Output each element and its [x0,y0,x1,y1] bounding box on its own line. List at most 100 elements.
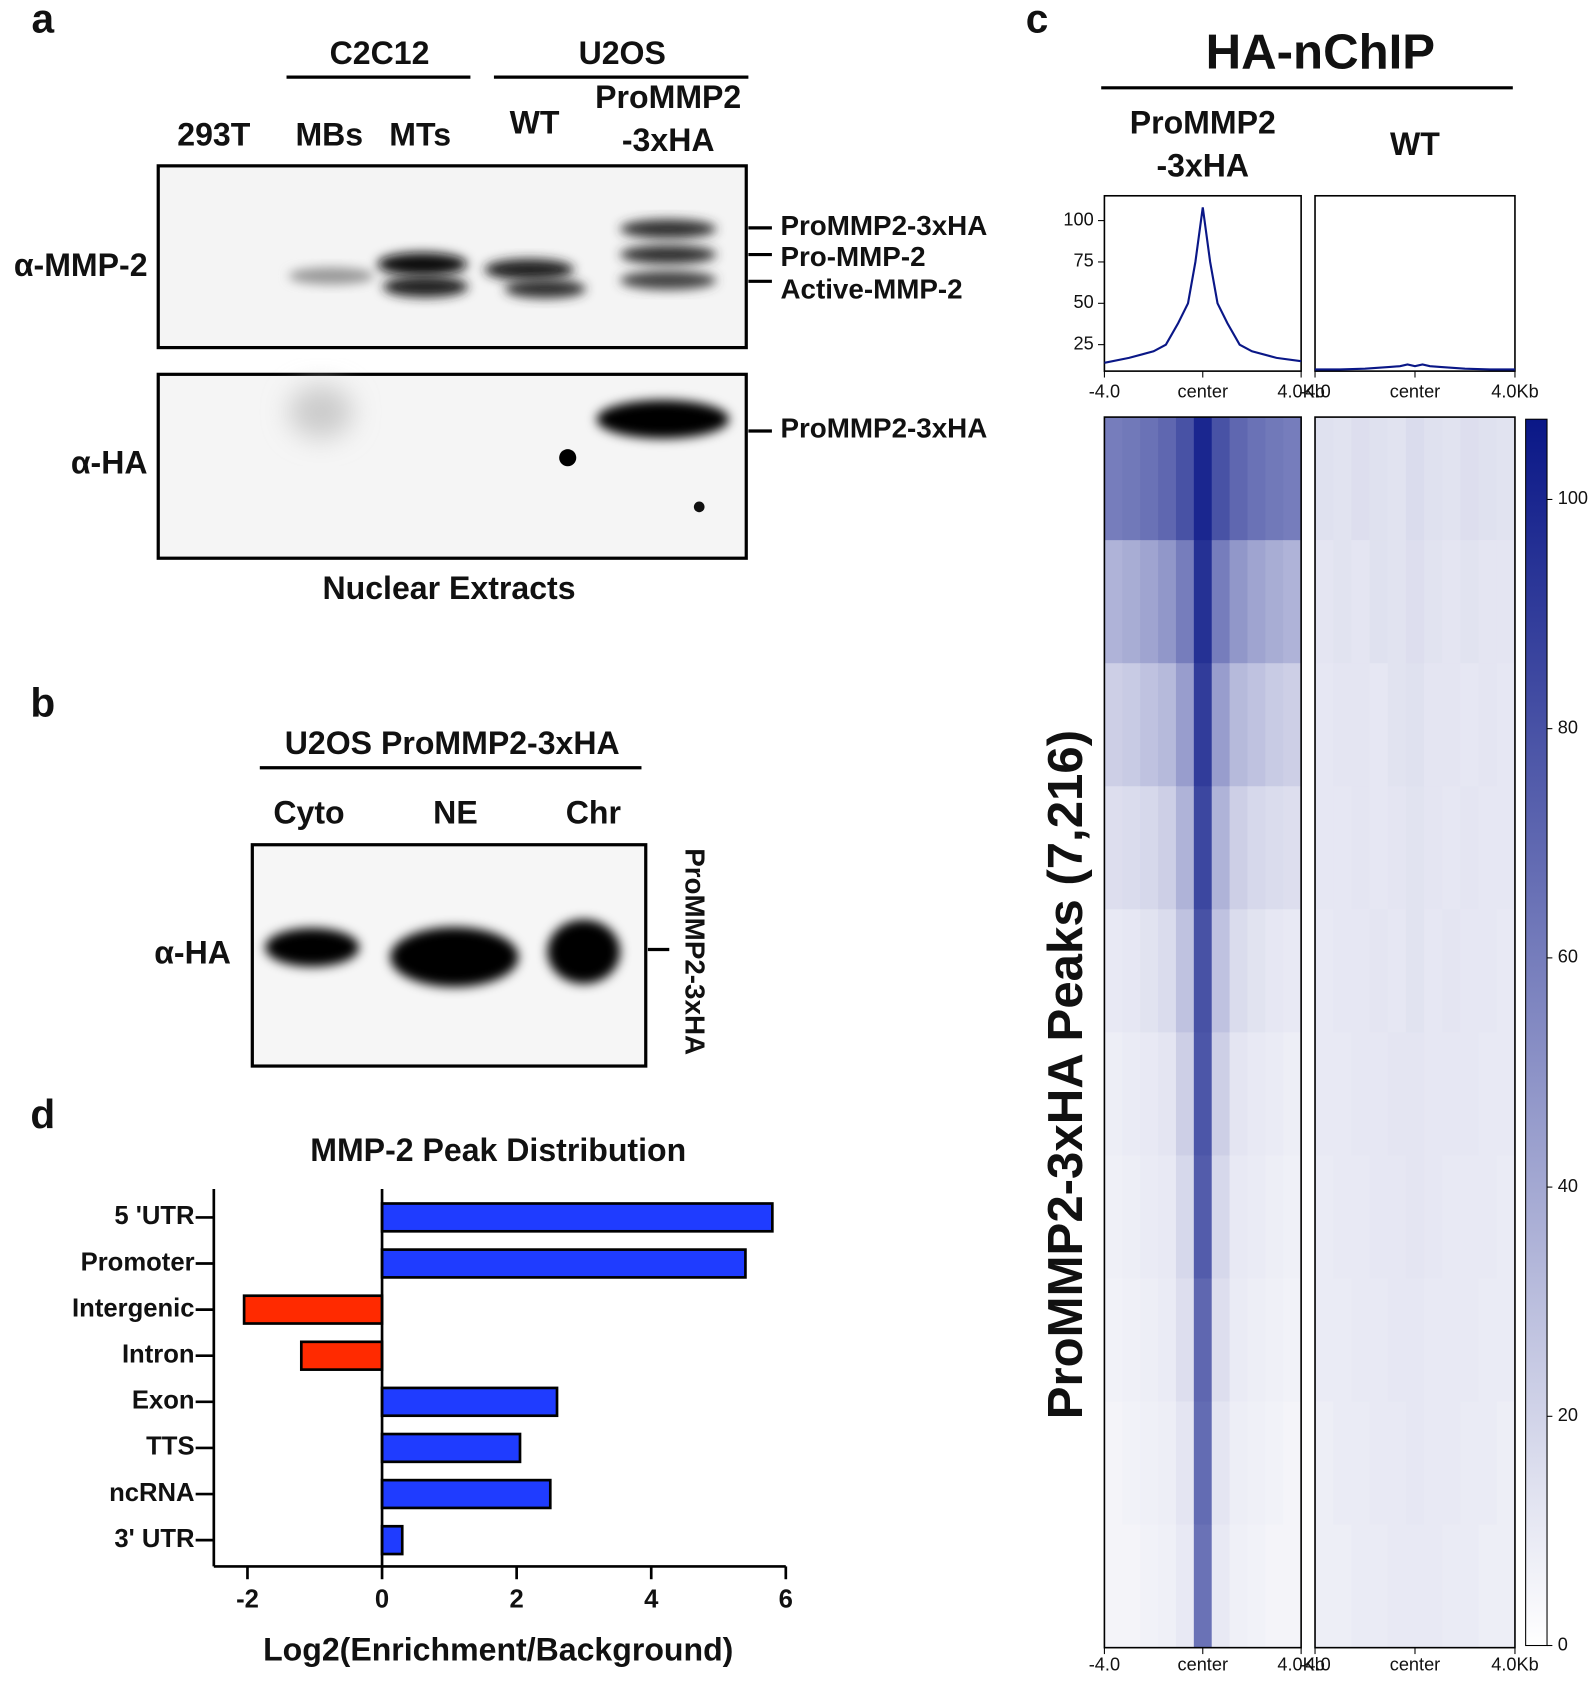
heat-cell [1460,909,1480,1033]
heat-cell [1140,1278,1159,1403]
heat-cell [1104,540,1123,664]
heat-cell [1229,417,1249,541]
heat-cell [1283,786,1302,910]
heat-cell [1405,540,1425,664]
band [288,267,375,285]
spot [559,449,577,467]
heat-cell [1104,909,1123,1033]
x-tick-label: 4.0Kb [1277,1655,1324,1675]
heat-cell [1315,1524,1334,1649]
bar [299,1340,384,1371]
heat-cell [1424,786,1443,910]
heat-cell [1369,540,1389,664]
heat-cell [1460,1155,1480,1280]
band-label: ProMMP2-3xHA [780,412,987,443]
heat-cell [1211,1032,1231,1156]
heat-cell [1405,417,1425,541]
heat-cell [1333,663,1352,787]
heat-cell [1369,786,1389,910]
heat-cell [1247,663,1266,787]
row-label: α-HA [71,445,148,481]
heat-cell [1247,1278,1266,1403]
heat-cell [1140,540,1159,664]
profile-line [1315,363,1515,371]
heat-cell [1211,909,1231,1033]
heat-cell [1193,1278,1213,1403]
bar [380,1478,552,1510]
colorbar-tick-label: 20 [1558,1405,1578,1425]
bar [380,1202,774,1233]
heat-cell [1333,540,1352,664]
heat-cell [1175,786,1195,910]
heat-cell [1158,909,1177,1033]
lane-label: WT [510,105,560,141]
heat-cell [1496,786,1516,910]
heat-cell [1478,1401,1498,1526]
x-tick-label: 4.0Kb [1491,1655,1538,1675]
smear [288,385,353,439]
heat-cell [1283,1155,1302,1280]
heat-cell [1104,1401,1123,1526]
panel-label: b [30,679,55,725]
heat-cell [1405,1032,1425,1156]
y-tick-label: 75 [1074,251,1094,271]
heat-cell [1442,1524,1461,1649]
heat-cell [1211,786,1231,910]
panel-label: d [30,1091,55,1137]
heat-cell [1460,663,1480,787]
heat-cell [1351,540,1371,664]
heat-cell [1315,1032,1334,1156]
heat-cell [1496,417,1516,541]
heat-cell [1369,417,1389,541]
heat-cell [1333,1524,1352,1649]
heat-cell [1333,1155,1352,1280]
heat-cell [1193,1155,1213,1280]
heat-cell [1333,1032,1352,1156]
heat-cell [1424,1032,1443,1156]
band [620,219,717,239]
band-label: Active-MMP-2 [780,273,962,304]
y-tick-label: 50 [1074,292,1094,312]
panel-label: c [1026,0,1049,41]
heat-cell [1175,1524,1195,1649]
heat-cell [1478,1155,1498,1280]
heat-cell [1283,663,1302,787]
heat-cell [1387,909,1407,1033]
heat-cell [1158,1524,1177,1649]
heat-cell [1424,663,1443,787]
band [377,252,468,276]
heat-cell [1193,540,1213,664]
heat-cell [1211,1278,1231,1403]
category-label: Exon [132,1387,195,1415]
x-tick-label: 4.0Kb [1491,381,1538,401]
x-tick-label: 6 [779,1585,793,1613]
category-label: ncRNA [109,1479,194,1507]
heat-cell [1265,1401,1284,1526]
heat-cell [1351,909,1371,1033]
heat-cell [1387,1032,1407,1156]
heat-cell [1442,786,1461,910]
heat-cell [1283,1401,1302,1526]
heat-cell [1193,663,1213,787]
category-label: Intron [122,1340,195,1368]
x-tick-label: center [1178,1655,1228,1675]
y-tick-label: 100 [1063,209,1093,229]
heat-cell [1122,1401,1141,1526]
heat-cell [1193,417,1213,541]
heat-cell [1229,1032,1249,1156]
panel-label: a [31,0,54,41]
heat-cell [1104,663,1123,787]
heat-cell [1122,1155,1141,1280]
heat-cell [1369,1032,1389,1156]
row-label: α-HA [154,934,231,970]
colorbar [1525,418,1548,1647]
bar [380,1386,559,1418]
heat-cell [1229,909,1249,1033]
heat-cell [1496,540,1516,664]
heat-cell [1369,1155,1389,1280]
heat-cell [1175,1278,1195,1403]
lane-label: Chr [566,794,621,830]
heat-cell [1478,1524,1498,1649]
heat-cell [1478,540,1498,664]
